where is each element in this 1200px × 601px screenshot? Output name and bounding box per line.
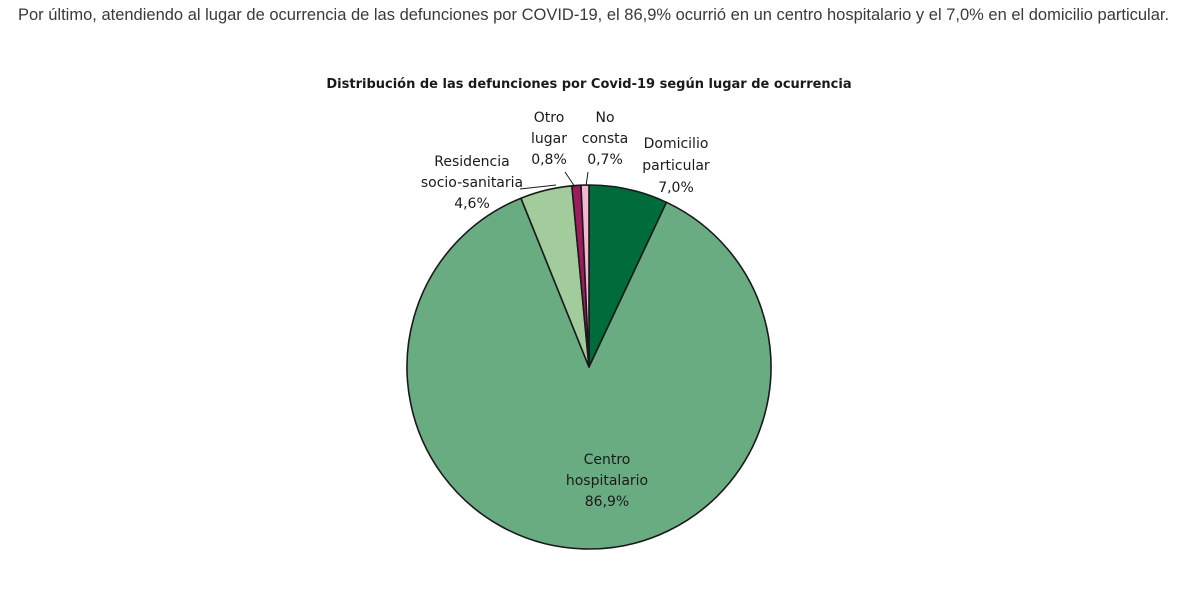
slice-label-line: particular — [642, 158, 710, 174]
slice-label-line: 0,7% — [587, 152, 623, 168]
slice-label: Centro hospitalario 86,9% — [566, 452, 648, 510]
pie-slices — [406, 184, 772, 550]
slice-label-line: hospitalario — [566, 473, 648, 489]
slice-label-line: Residencia — [434, 154, 509, 170]
slice-label: Domicilio particular 7,0% — [642, 136, 710, 196]
slice-label-line: Otro — [534, 110, 565, 126]
pie-slice — [580, 184, 590, 368]
slice-label: No consta 0,7% — [582, 110, 629, 168]
slice-label: Residencia socio-sanitaria 4,6% — [421, 154, 523, 212]
slice-labels: Domicilio particular 7,0% Centro hospitalari… — [421, 110, 710, 510]
pie-slice — [406, 197, 772, 550]
slice-label-line: socio-sanitaria — [421, 175, 523, 191]
slice-label-line: Centro — [584, 452, 631, 468]
slice-label-line: lugar — [531, 131, 567, 147]
slice-label-line: 7,0% — [658, 180, 694, 196]
slice-label: Otro lugar 0,8% — [531, 110, 567, 168]
intro-paragraph: Por último, atendiendo al lugar de ocurr… — [18, 6, 1170, 24]
slice-label-line: 0,8% — [531, 152, 567, 168]
slice-label-line: 86,9% — [585, 494, 629, 510]
slice-label-line: No — [595, 110, 614, 126]
slice-label-line: 4,6% — [454, 196, 490, 212]
leader-line — [585, 171, 589, 187]
slice-label-line: Domicilio — [644, 136, 709, 152]
leader-line — [564, 171, 576, 188]
leader-line — [519, 184, 557, 190]
chart-title: Distribución de las defunciones por Covi… — [326, 77, 852, 92]
slice-label-line: consta — [582, 131, 629, 147]
leader-lines — [519, 171, 589, 190]
